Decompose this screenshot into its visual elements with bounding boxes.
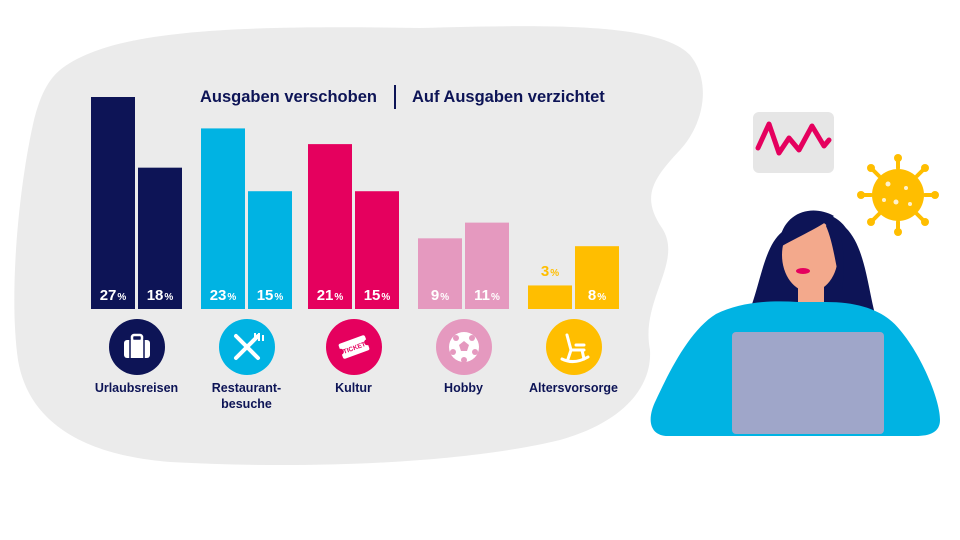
category-label-line: Hobby [444, 381, 483, 395]
bar-value-label: 3% [528, 263, 572, 280]
bar-value-label: 27% [91, 287, 135, 304]
bar-value-label: 21% [308, 287, 352, 304]
bar-value-number: 23 [209, 287, 227, 304]
bar-value-percent: % [334, 292, 344, 303]
chart-legend: Ausgaben verschoben Auf Ausgaben verzich… [200, 84, 605, 110]
category-label-line: Altersvorsorge [529, 381, 618, 395]
bar-value-percent: % [164, 292, 174, 303]
bar-value-number: 18 [146, 287, 164, 304]
bar-value-label: 15% [248, 287, 292, 304]
bar-chart [91, 97, 619, 309]
bar-postponed-4 [528, 285, 572, 309]
bar-postponed-0 [91, 97, 135, 309]
fluctuating-line-icon [755, 121, 832, 156]
bar-abandoned-4 [575, 246, 619, 309]
suitcase-icon [108, 319, 165, 375]
bar-value-number: 3 [540, 263, 550, 281]
football-icon [435, 319, 492, 375]
bar-value-percent: % [117, 292, 127, 303]
bar-value-number: 15 [256, 287, 274, 304]
bar-value-label: 15% [355, 287, 399, 304]
category-label: Kultur [299, 380, 409, 396]
bar-value-label: 11% [465, 287, 509, 304]
bar-value-percent: % [381, 292, 391, 303]
bar-postponed-1 [201, 128, 245, 309]
bar-value-number: 8 [587, 287, 597, 304]
legend-series-abandoned: Auf Ausgaben verzichtet [411, 87, 605, 106]
bar-value-number: 27 [99, 287, 117, 304]
bar-value-number: 15 [363, 287, 381, 304]
category-label: Restaurant-besuche [192, 380, 302, 412]
category-label: Hobby [409, 380, 519, 396]
bar-postponed-3 [418, 238, 462, 309]
category-label-line: Urlaubsreisen [94, 381, 179, 395]
bar-abandoned-1 [248, 191, 292, 309]
bar-value-percent: % [440, 292, 450, 303]
bar-value-percent: % [597, 292, 607, 303]
bar-value-percent: % [274, 292, 284, 303]
bar-value-number: 21 [316, 287, 334, 304]
bar-value-percent: % [550, 268, 560, 280]
category-label: Altersvorsorge [519, 380, 629, 396]
category-label-line: Kultur [335, 381, 372, 395]
category-label: Urlaubsreisen [82, 380, 192, 396]
woman-with-laptop [650, 210, 940, 436]
bar-postponed-2 [308, 144, 352, 309]
bar-value-label: 8% [575, 287, 619, 304]
bar-abandoned-3 [465, 222, 509, 309]
chart-card-icon [753, 112, 834, 173]
bar-value-number: 9 [430, 287, 440, 304]
virus-icon [857, 154, 939, 236]
legend-divider [393, 85, 396, 109]
rocking-chair-icon [545, 319, 602, 375]
bar-value-percent: % [490, 292, 500, 303]
bar-value-label: 9% [418, 287, 462, 304]
legend-series-postponed: Ausgaben verschoben [200, 87, 377, 106]
bar-abandoned-2 [355, 191, 399, 309]
bar-abandoned-0 [138, 167, 182, 309]
bar-value-label: 23% [201, 287, 245, 304]
category-label-line: Restaurant- [211, 381, 282, 395]
bar-value-number: 11 [474, 287, 490, 304]
bar-value-percent: % [227, 292, 237, 303]
ticket-icon: TICKET [325, 319, 382, 375]
cutlery-icon [218, 319, 275, 375]
category-label-line: besuche [221, 397, 272, 411]
bar-value-label: 18% [138, 287, 182, 304]
